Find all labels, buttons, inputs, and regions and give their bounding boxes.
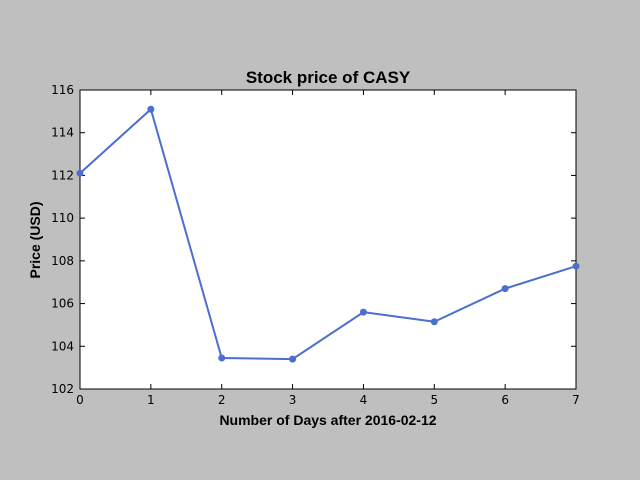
y-tick-label: 114 xyxy=(51,126,74,140)
data-point xyxy=(76,169,84,177)
data-point xyxy=(218,354,226,362)
y-tick-label: 116 xyxy=(51,83,74,97)
y-tick-label: 104 xyxy=(51,339,74,353)
y-tick-label: 112 xyxy=(51,168,74,182)
chart-title: Stock price of CASY xyxy=(246,68,411,87)
series-line xyxy=(79,107,577,361)
data-point xyxy=(289,355,297,363)
x-tick-label: 0 xyxy=(76,393,84,407)
x-tick-label: 5 xyxy=(430,393,438,407)
y-tick-label: 106 xyxy=(51,297,74,311)
data-point xyxy=(572,262,580,270)
x-tick-label: 1 xyxy=(147,393,155,407)
data-point xyxy=(359,308,367,316)
y-tick-label: 110 xyxy=(51,211,74,225)
x-tick-label: 3 xyxy=(289,393,297,407)
data-point xyxy=(501,285,509,293)
x-tick-label: 7 xyxy=(572,393,580,407)
data-point xyxy=(430,318,438,326)
x-axis-label: Number of Days after 2016-02-12 xyxy=(219,412,436,428)
x-tick-label: 6 xyxy=(501,393,509,407)
x-tick-label: 4 xyxy=(360,393,368,407)
data-point xyxy=(147,105,155,113)
y-tick-label: 108 xyxy=(51,254,74,268)
x-tick-label: 2 xyxy=(218,393,226,407)
y-axis-label: Price (USD) xyxy=(27,201,43,278)
y-tick-label: 102 xyxy=(51,382,74,396)
plot-area xyxy=(79,89,577,390)
